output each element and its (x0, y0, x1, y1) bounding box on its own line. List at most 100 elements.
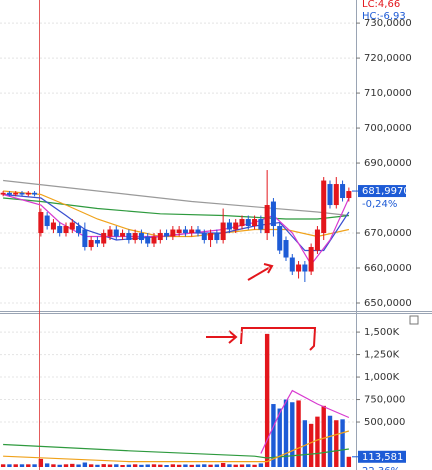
moving-average-line (260, 389, 350, 454)
candle-body (32, 192, 38, 195)
volume-bar (170, 464, 176, 467)
volume-bar (239, 464, 245, 467)
candle-body (239, 219, 245, 227)
candle-body (44, 215, 50, 227)
candle-body (107, 229, 113, 237)
last-volume-label-box (358, 450, 406, 463)
volume-bar (19, 464, 25, 467)
volume-bar (296, 400, 301, 467)
volume-bar (107, 464, 113, 467)
candle-body (6, 192, 12, 195)
volume-bar (189, 464, 194, 467)
candle-body (176, 229, 182, 234)
volume-bar (176, 464, 182, 467)
volume-bar (202, 464, 207, 467)
volume-bar (258, 463, 264, 467)
candle-body (214, 233, 220, 241)
volume-bar (0, 464, 6, 467)
candle-body (88, 240, 94, 248)
candle-body (264, 205, 270, 234)
candle-body (314, 229, 320, 251)
volume-bar (233, 464, 238, 467)
candle-body (208, 233, 214, 241)
candle-body (296, 264, 302, 272)
ratio-label: 22,36% (362, 466, 400, 470)
candle-body (302, 264, 308, 272)
volume-bar (120, 465, 125, 467)
volume-bar (208, 464, 213, 467)
y-tick-label: 660,0000 (364, 263, 412, 274)
candle-body (50, 222, 56, 230)
candle-body (13, 192, 19, 195)
candle-body (340, 184, 346, 199)
last-price-label-box (358, 185, 406, 198)
y-tick-label: 720,0000 (364, 53, 412, 64)
candle-body (63, 226, 69, 234)
volume-bar (32, 464, 37, 467)
volume-bar (139, 464, 144, 467)
candle-body (132, 233, 138, 241)
candle-body (69, 222, 75, 230)
volume-bar (321, 405, 326, 467)
candle-body (252, 219, 258, 227)
panel-button[interactable] (409, 315, 419, 325)
candle-body (157, 233, 163, 241)
last-price-label: 681,9970 (362, 186, 410, 197)
volume-bar (290, 402, 295, 467)
volume-bar (264, 333, 270, 467)
candle-body (170, 229, 176, 237)
volume-bar (271, 404, 276, 467)
volume-bar (101, 464, 106, 467)
y-tick-label: 690,0000 (364, 158, 412, 169)
candle-body (25, 192, 31, 195)
volume-bar (227, 464, 232, 467)
candle-body (38, 212, 44, 234)
candle-body (0, 192, 6, 195)
volume-bar (13, 464, 18, 467)
candle-body (151, 236, 157, 244)
y-tick-label: 700,0000 (364, 123, 412, 134)
volume-bar (145, 464, 150, 467)
volume-bar (51, 464, 56, 467)
candle-body (277, 226, 283, 251)
y-tick-label: 670,0000 (364, 228, 412, 239)
volume-bar (95, 464, 100, 467)
volume-bar (88, 464, 94, 467)
candle-body (76, 226, 82, 234)
candle-body (289, 257, 295, 272)
y-tick-label: 650,0000 (364, 298, 412, 309)
y-tick-label: 710,0000 (364, 88, 412, 99)
volume-bar (158, 464, 163, 467)
candle-body (164, 233, 170, 237)
candle-body (283, 240, 289, 258)
candle-body (245, 219, 251, 227)
volume-bar (26, 464, 31, 467)
candle-body (327, 184, 333, 206)
volume-bar (164, 465, 169, 467)
candle-body (113, 229, 119, 237)
y-tick-label: 730,0000 (364, 18, 412, 29)
y-tick-label: 1,250K (364, 350, 400, 361)
moving-average-line (3, 190, 350, 238)
candle-body (126, 233, 132, 241)
candle-body (258, 219, 264, 230)
volume-bar (340, 419, 345, 467)
candle-body (138, 233, 144, 241)
candle-body (94, 240, 100, 244)
candle-body (333, 184, 339, 206)
candle-body (189, 229, 195, 234)
candle-body (233, 222, 239, 230)
volume-bar (114, 464, 119, 467)
volume-bar (63, 464, 69, 467)
volume-bar (76, 464, 81, 467)
moving-average-line (2, 193, 350, 266)
volume-bar (220, 462, 226, 467)
annotation-arrow (206, 330, 238, 344)
moving-average-line (3, 179, 349, 217)
volume-bar (38, 458, 44, 467)
volume-bar (183, 464, 188, 467)
volume-bar (82, 462, 88, 467)
annotation-bracket (240, 327, 317, 351)
last-volume-label: 113,581 (362, 452, 403, 463)
